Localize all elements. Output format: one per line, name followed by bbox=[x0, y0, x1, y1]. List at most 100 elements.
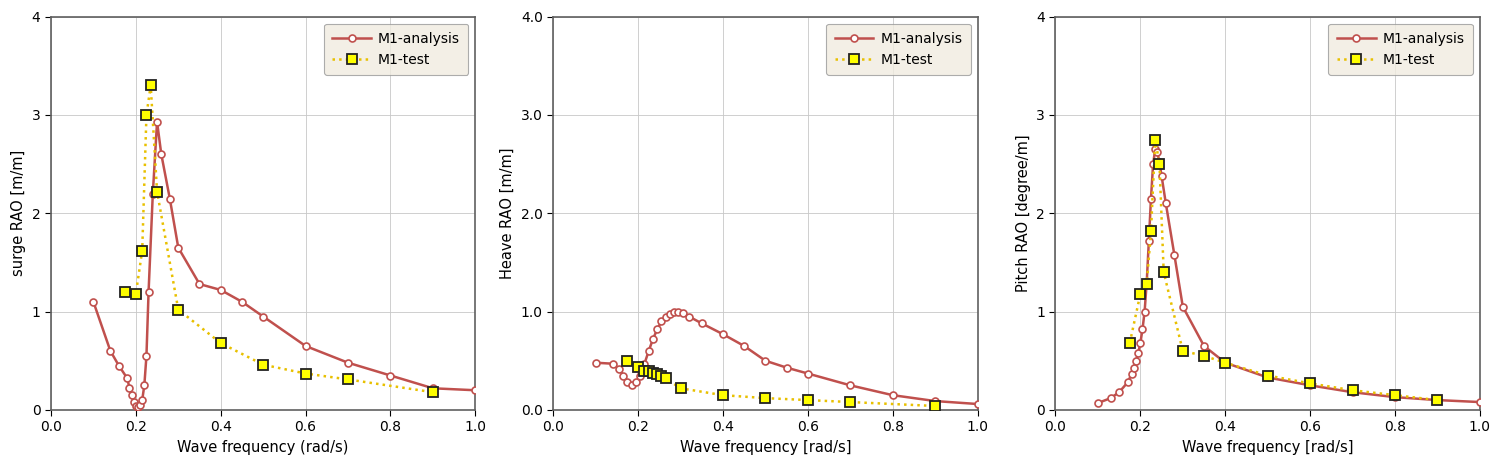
M1-test bbox=[1142, 228, 1160, 234]
M1-test bbox=[644, 370, 662, 375]
Legend: M1-analysis, M1-test: M1-analysis, M1-test bbox=[826, 24, 970, 75]
M1-analysis bbox=[119, 376, 137, 381]
M1-analysis bbox=[1125, 365, 1143, 370]
M1-analysis bbox=[140, 289, 158, 295]
M1-test bbox=[619, 358, 637, 363]
M1-test bbox=[649, 371, 667, 377]
M1-test bbox=[1131, 291, 1149, 297]
M1-analysis bbox=[661, 311, 679, 316]
M1-analysis bbox=[1470, 399, 1488, 405]
M1-analysis bbox=[152, 151, 170, 157]
Legend: M1-analysis, M1-test: M1-analysis, M1-test bbox=[324, 24, 469, 75]
M1-analysis bbox=[1386, 394, 1404, 400]
M1-test bbox=[1344, 387, 1362, 393]
M1-analysis bbox=[1217, 360, 1235, 365]
M1-analysis bbox=[120, 385, 138, 391]
M1-analysis bbox=[1301, 383, 1319, 388]
M1-test bbox=[640, 368, 658, 373]
M1-analysis bbox=[969, 401, 987, 407]
M1-analysis bbox=[1152, 173, 1170, 178]
M1-test bbox=[1386, 392, 1404, 398]
M1-analysis bbox=[134, 397, 152, 403]
M1-analysis bbox=[652, 319, 670, 324]
Y-axis label: Pitch RAO [degree/m]: Pitch RAO [degree/m] bbox=[1015, 135, 1030, 292]
M1-test bbox=[927, 403, 945, 409]
M1-test bbox=[1428, 397, 1446, 403]
Y-axis label: Heave RAO [m/m]: Heave RAO [m/m] bbox=[500, 148, 515, 279]
M1-analysis bbox=[382, 373, 400, 378]
M1-test bbox=[296, 371, 314, 377]
M1-analysis bbox=[126, 403, 144, 409]
M1-analysis bbox=[138, 353, 156, 359]
M1-analysis bbox=[212, 287, 230, 293]
M1-analysis bbox=[1259, 375, 1277, 380]
Line: M1-test: M1-test bbox=[623, 356, 940, 411]
M1-test bbox=[141, 82, 159, 88]
M1-test bbox=[149, 189, 167, 194]
M1-analysis bbox=[101, 348, 119, 354]
Line: M1-analysis: M1-analysis bbox=[90, 118, 479, 411]
M1-test bbox=[799, 397, 817, 403]
X-axis label: Wave frequency [rad/s]: Wave frequency [rad/s] bbox=[1182, 440, 1353, 455]
M1-analysis bbox=[674, 310, 692, 315]
M1-analysis bbox=[1140, 238, 1158, 244]
M1-test bbox=[254, 362, 272, 368]
X-axis label: Wave frequency (rad/s): Wave frequency (rad/s) bbox=[177, 440, 348, 455]
M1-analysis bbox=[1146, 146, 1164, 152]
M1-analysis bbox=[170, 245, 188, 250]
M1-analysis bbox=[1123, 371, 1142, 377]
M1-analysis bbox=[1126, 358, 1145, 363]
M1-analysis bbox=[1151, 159, 1169, 165]
M1-analysis bbox=[635, 361, 653, 366]
M1-analysis bbox=[604, 361, 622, 366]
M1-analysis bbox=[1344, 390, 1362, 395]
M1-test bbox=[339, 377, 357, 382]
M1-test bbox=[656, 376, 674, 381]
Line: M1-test: M1-test bbox=[120, 81, 437, 397]
M1-test bbox=[1137, 281, 1155, 287]
M1-analysis bbox=[799, 371, 817, 377]
M1-test bbox=[635, 368, 653, 373]
M1-analysis bbox=[144, 191, 162, 196]
M1-analysis bbox=[614, 373, 632, 378]
M1-analysis bbox=[1119, 380, 1137, 385]
M1-test bbox=[212, 340, 230, 346]
M1-analysis bbox=[339, 360, 357, 365]
M1-test bbox=[1120, 340, 1139, 346]
M1-analysis bbox=[692, 321, 710, 326]
M1-analysis bbox=[640, 348, 658, 354]
M1-analysis bbox=[1142, 196, 1160, 201]
M1-test bbox=[1301, 381, 1319, 386]
M1-analysis bbox=[131, 402, 149, 408]
M1-test bbox=[138, 112, 156, 118]
M1-test bbox=[1146, 137, 1164, 142]
M1-test bbox=[170, 307, 188, 312]
M1-test bbox=[424, 390, 442, 395]
Line: M1-analysis: M1-analysis bbox=[592, 308, 981, 407]
M1-analysis bbox=[1089, 400, 1107, 406]
M1-analysis bbox=[125, 399, 143, 405]
M1-analysis bbox=[84, 299, 102, 305]
M1-analysis bbox=[649, 327, 667, 332]
M1-analysis bbox=[1149, 150, 1167, 155]
M1-analysis bbox=[1137, 279, 1155, 285]
Line: M1-analysis: M1-analysis bbox=[1095, 146, 1484, 406]
M1-analysis bbox=[424, 385, 442, 391]
M1-analysis bbox=[619, 380, 637, 385]
M1-analysis bbox=[1101, 395, 1119, 401]
M1-analysis bbox=[713, 331, 731, 337]
M1-analysis bbox=[626, 380, 644, 385]
M1-analysis bbox=[1130, 350, 1148, 356]
M1-analysis bbox=[129, 404, 147, 410]
M1-analysis bbox=[123, 392, 141, 398]
M1-analysis bbox=[778, 365, 796, 370]
X-axis label: Wave frequency [rad/s]: Wave frequency [rad/s] bbox=[680, 440, 852, 455]
M1-test bbox=[1259, 373, 1277, 378]
M1-analysis bbox=[1131, 340, 1149, 346]
M1-analysis bbox=[191, 281, 209, 287]
M1-analysis bbox=[135, 383, 153, 388]
M1-analysis bbox=[1134, 327, 1152, 332]
M1-analysis bbox=[587, 360, 605, 365]
M1-analysis bbox=[610, 366, 628, 371]
M1-test bbox=[1217, 360, 1235, 365]
